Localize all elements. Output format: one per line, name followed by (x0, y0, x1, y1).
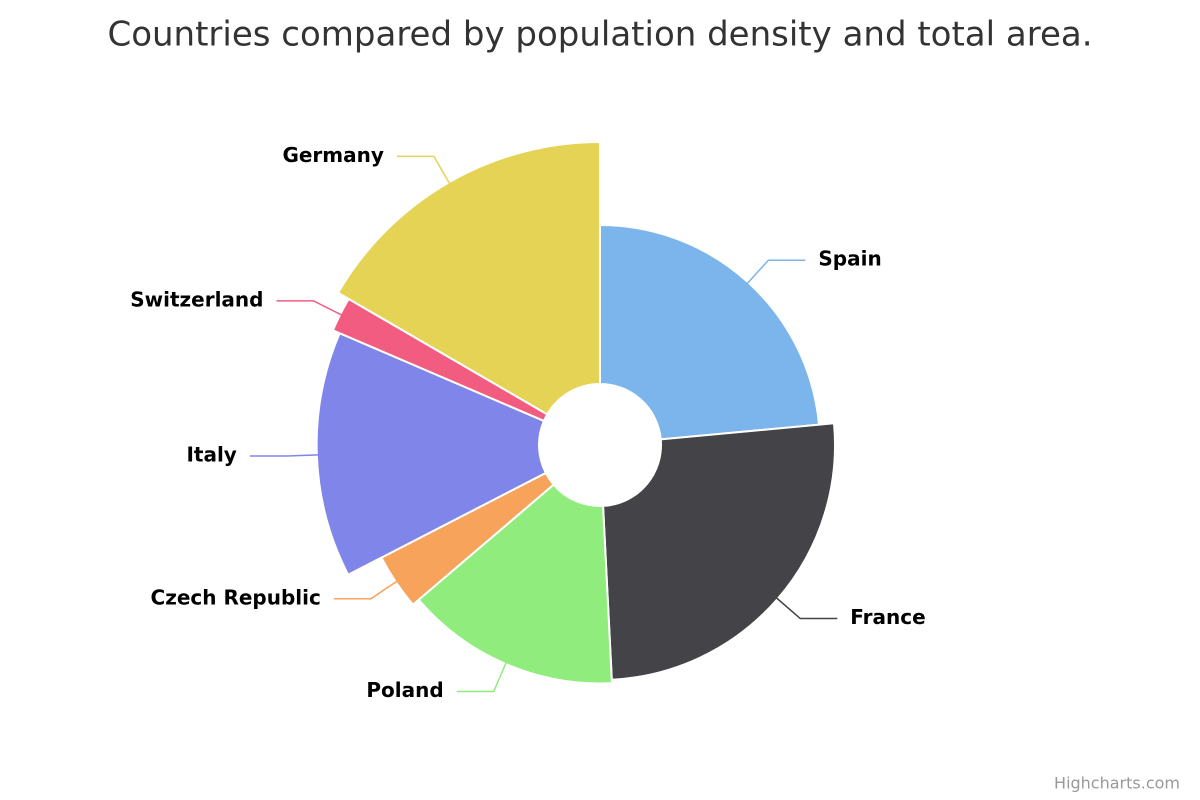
credits[interactable]: Highcharts.com (1054, 774, 1180, 793)
data-label: Spain (818, 247, 881, 271)
connector (333, 578, 401, 600)
connector (276, 300, 346, 318)
pie-slice (417, 483, 614, 685)
connector (456, 659, 509, 693)
pie-slice (336, 140, 601, 416)
data-label: France (850, 605, 925, 629)
data-label: Poland (366, 678, 443, 702)
connector (249, 453, 322, 457)
pie-slice (602, 422, 836, 681)
connector (773, 595, 838, 620)
pie-slice (599, 223, 821, 441)
data-label: Czech Republic (151, 585, 321, 609)
pie-slice (315, 331, 548, 577)
data-label: Switzerland (130, 287, 263, 311)
data-label: Germany (282, 143, 383, 167)
chart-title: Countries compared by population density… (107, 15, 1092, 55)
connector (396, 155, 453, 188)
data-label: Italy (186, 442, 236, 466)
connector (744, 259, 806, 287)
